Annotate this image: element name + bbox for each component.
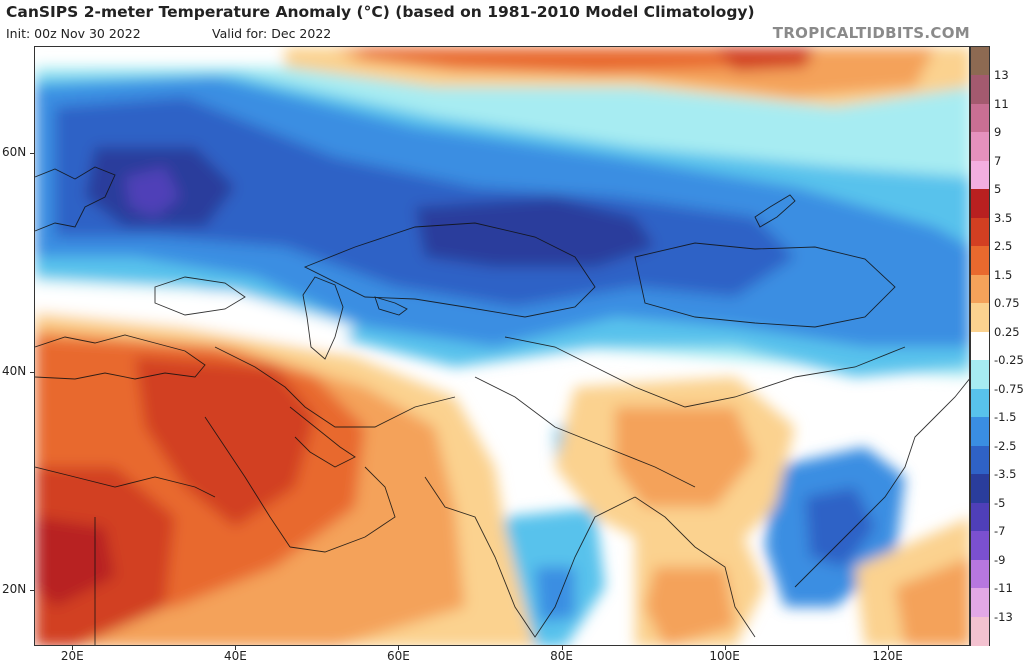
colorbar-label: 11: [994, 96, 1009, 111]
colorbar-cell: [971, 160, 989, 190]
lake-balkhash: [374, 296, 408, 316]
lon-tick: [887, 646, 889, 650]
lon-tick: [235, 646, 237, 650]
lat-tick: [30, 371, 34, 373]
colorbar-cell: [971, 417, 989, 447]
colorbar-cell: [971, 75, 989, 105]
init-time: Init: 00z Nov 30 2022: [6, 26, 141, 41]
colorbar-label: 13: [994, 68, 1009, 83]
colorbar-cell: [971, 559, 989, 589]
colorbar-cell: [971, 388, 989, 418]
lat-tick: [30, 590, 34, 592]
border-kazakhstan: [303, 222, 596, 318]
colorbar-label: 1.5: [994, 267, 1013, 282]
colorbar-label: 5: [994, 182, 1002, 197]
colorbar-cell: [971, 616, 989, 646]
coastline-se-asia: [634, 496, 756, 638]
colorbar-label: 9: [994, 125, 1002, 140]
lat-label: 40N: [2, 363, 27, 378]
anomaly-region-extreme-cold: [125, 167, 180, 217]
colorbar-cell: [971, 445, 989, 475]
colorbar-label: -1.5: [994, 410, 1017, 425]
lon-label: 120E: [872, 649, 903, 663]
colorbar-cell: [971, 360, 989, 390]
anomaly-region-mild-warm: [645, 567, 735, 645]
colorbar-cell: [971, 189, 989, 219]
coastline-caspian: [302, 276, 344, 360]
colorbar-cell: [971, 331, 989, 361]
site-brand: TROPICALTIDBITS.COM: [772, 24, 970, 42]
lon-label: 20E: [60, 649, 84, 663]
lake-baikal: [754, 194, 796, 228]
lon-tick: [72, 646, 74, 650]
anomaly-region-cold: [805, 487, 875, 567]
colorbar-cell: [971, 588, 989, 618]
coastline-europe: [35, 166, 116, 232]
colorbar-label: -5: [994, 495, 1006, 510]
anomaly-region-strong-cold: [415, 197, 655, 267]
lon-label: 80E: [550, 649, 573, 663]
coastline-persian-gulf: [289, 406, 356, 468]
lon-tick: [398, 646, 400, 650]
lon-label: 40E: [223, 649, 247, 663]
lat-label: 20N: [2, 582, 27, 597]
colorbar-label: -0.25: [994, 353, 1024, 368]
colorbar-label: -13: [994, 609, 1013, 624]
colorbar-label: 3.5: [994, 210, 1013, 225]
anomaly-map: [34, 46, 970, 646]
colorbar-cell: [971, 246, 989, 276]
border-himalaya: [474, 376, 696, 488]
colorbar-label: 0.75: [994, 296, 1020, 311]
colorbar-label: 7: [994, 153, 1002, 168]
colorbar-label: -2.5: [994, 438, 1017, 453]
anomaly-region-hot: [135, 357, 315, 527]
colorbar-label: -7: [994, 524, 1006, 539]
colorbar-label: -0.75: [994, 381, 1024, 396]
border-africa-north: [35, 466, 216, 498]
colorbar-cell: [971, 303, 989, 333]
anomaly-region-hot: [715, 47, 815, 71]
colorbar-cell: [971, 474, 989, 504]
coastline-india: [424, 476, 636, 638]
colorbar-cell: [971, 103, 989, 133]
anomaly-region-cool: [535, 567, 575, 622]
border-middle-east: [214, 346, 456, 428]
border-mongolia: [634, 242, 896, 328]
lat-label: 60N: [2, 145, 27, 160]
border-china: [504, 336, 906, 408]
anomaly-region-mild-warm: [895, 557, 969, 645]
lon-tick: [724, 646, 726, 650]
colorbar: [970, 46, 990, 646]
coastline-black-sea: [154, 276, 246, 316]
anomaly-map-svg: [35, 47, 969, 645]
anomaly-region-mild-warm: [615, 407, 755, 507]
colorbar-cell: [971, 132, 989, 162]
colorbar-cell: [971, 531, 989, 561]
coastline-red-sea: [204, 416, 291, 548]
anomaly-region-neutral: [35, 282, 355, 347]
colorbar-cell: [971, 274, 989, 304]
lat-tick: [30, 153, 34, 155]
colorbar-label: -3.5: [994, 467, 1017, 482]
colorbar-cell: [971, 47, 989, 77]
colorbar-cell: [971, 217, 989, 247]
colorbar-label: -11: [994, 581, 1013, 596]
colorbar-label: 2.5: [994, 239, 1013, 254]
coastline-mediterranean: [35, 334, 206, 380]
lon-label: 60E: [387, 649, 410, 663]
coastline-arabia: [289, 466, 396, 553]
lon-tick: [561, 646, 563, 650]
map-title: CanSIPS 2-meter Temperature Anomaly (°C)…: [6, 3, 755, 21]
colorbar-label: -9: [994, 552, 1006, 567]
colorbar-cell: [971, 502, 989, 532]
anomaly-region-warm: [355, 47, 735, 73]
valid-time: Valid for: Dec 2022: [212, 26, 332, 41]
coastline-china: [794, 378, 969, 588]
lon-label: 100E: [709, 649, 740, 663]
colorbar-label: 0.25: [994, 324, 1020, 339]
